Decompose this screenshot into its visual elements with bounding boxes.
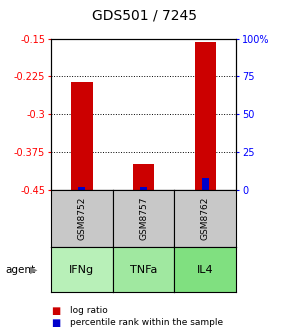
Text: log ratio: log ratio [70, 306, 107, 315]
Text: GSM8762: GSM8762 [201, 197, 210, 240]
Text: GDS501 / 7245: GDS501 / 7245 [93, 8, 197, 22]
Bar [202, 178, 209, 190]
Bar [195, 42, 216, 190]
Text: ■: ■ [51, 318, 60, 328]
Bar [133, 164, 154, 190]
Text: IFNg: IFNg [69, 265, 94, 275]
Text: percentile rank within the sample: percentile rank within the sample [70, 318, 223, 327]
Bar [71, 83, 93, 190]
Text: TNFa: TNFa [130, 265, 157, 275]
Text: GSM8752: GSM8752 [77, 197, 86, 240]
Text: IL4: IL4 [197, 265, 214, 275]
Text: ■: ■ [51, 306, 60, 316]
Text: agent: agent [6, 265, 36, 275]
Bar [78, 187, 85, 190]
Text: ▶: ▶ [30, 265, 37, 275]
Text: GSM8757: GSM8757 [139, 197, 148, 240]
Bar [140, 187, 147, 190]
